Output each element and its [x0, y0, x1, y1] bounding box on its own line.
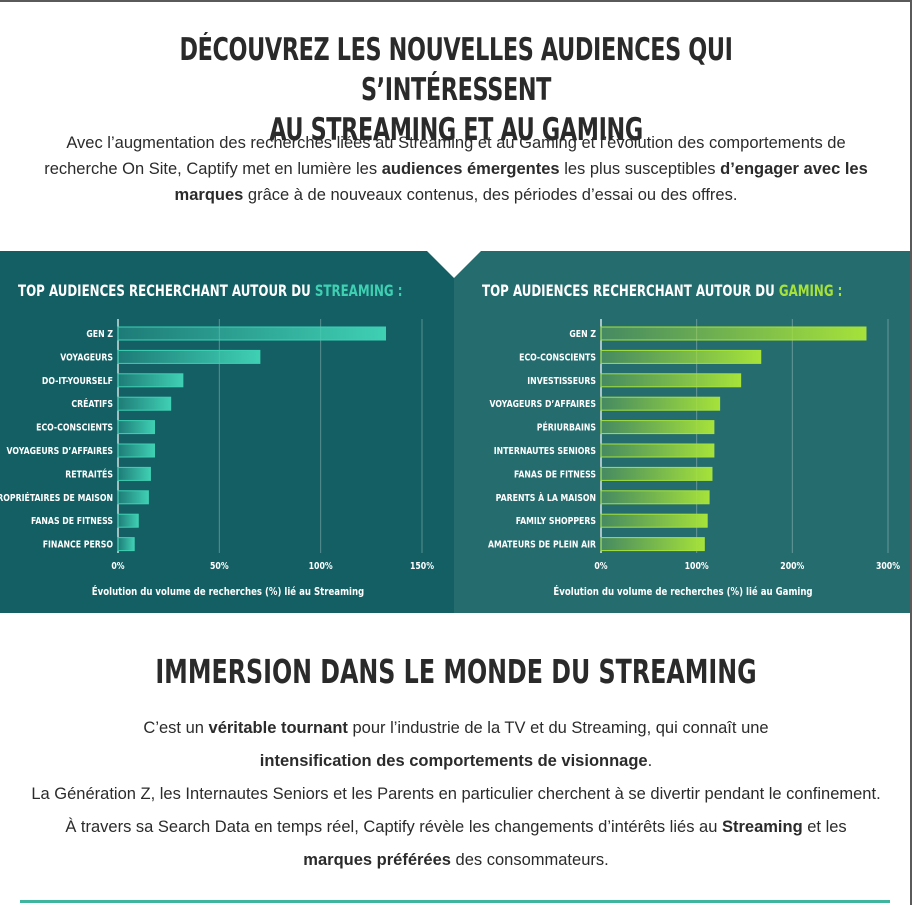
gaming-category-label: PÉRIURBAINS: [537, 421, 596, 434]
gaming-bar: [600, 349, 762, 364]
section2-bold-1: véritable tournant: [208, 719, 348, 737]
streaming-bar: [117, 326, 387, 341]
streaming-bar: [117, 373, 184, 388]
section2-line-3: La Génération Z, les Internautes Seniors…: [30, 778, 882, 877]
gaming-x-axis-label: Évolution du volume de recherches (%) li…: [553, 584, 812, 598]
page-headline: DÉCOUVREZ LES NOUVELLES AUDIENCES QUI S’…: [128, 30, 785, 150]
streaming-category-label: VOYAGEURS: [60, 353, 113, 364]
gaming-bar: [600, 466, 713, 481]
gaming-category-label: AMATEURS DE PLEIN AIR: [488, 540, 596, 551]
intro-paragraph: Avec l’augmentation des recherches liées…: [40, 130, 872, 208]
streaming-category-label: RETRAITÉS: [65, 467, 113, 480]
streaming-tick-label: 0%: [111, 561, 124, 572]
section2-bold-4: marques préférées: [303, 851, 451, 869]
streaming-bar: [117, 420, 155, 435]
streaming-chart-title: TOP AUDIENCES RECHERCHANT AUTOUR DU STRE…: [18, 281, 403, 300]
streaming-category-label: CRÉATIFS: [71, 397, 113, 410]
frame-right-border: [910, 0, 912, 905]
streaming-x-axis-label: Évolution du volume de recherches (%) li…: [92, 584, 364, 598]
frame-top-border: [0, 0, 912, 2]
gaming-category-label: INTERNAUTES SENIORS: [494, 446, 596, 457]
headline-line-2: AU STREAMING ET AU GAMING: [269, 112, 643, 148]
gaming-category-label: FAMILY SHOPPERS: [516, 516, 596, 527]
section2-text-1a: C’est un: [143, 719, 209, 737]
gaming-category-label: PARENTS À LA MAISON: [496, 491, 596, 504]
intro-text-2: les plus susceptibles: [559, 160, 721, 178]
section2-title: IMMERSION DANS LE MONDE DU STREAMING: [155, 652, 757, 691]
bottom-accent-line: [20, 900, 890, 903]
streaming-bar: [117, 443, 155, 458]
gaming-title-highlight: GAMING :: [778, 281, 843, 300]
section2-text-3: La Génération Z, les Internautes Seniors…: [31, 785, 881, 836]
gaming-bar: [600, 420, 715, 435]
gaming-bar: [600, 513, 708, 528]
gaming-bar: [600, 490, 710, 505]
intro-text-3: grâce à de nouveaux contenus, des périod…: [243, 186, 738, 204]
section2-bold-3: Streaming: [721, 818, 803, 836]
gaming-tick-label: 0%: [594, 561, 607, 572]
section2-line-2: intensification des comportements de vis…: [30, 745, 882, 778]
gaming-tick-label: 200%: [780, 561, 804, 572]
gaming-category-label: GEN Z: [569, 329, 596, 340]
section2-body: C’est un véritable tournant pour l’indus…: [30, 712, 882, 877]
streaming-title-prefix: TOP AUDIENCES RECHERCHANT AUTOUR DU: [18, 281, 315, 300]
headline-line-1: DÉCOUVREZ LES NOUVELLES AUDIENCES QUI S’…: [179, 32, 733, 108]
gaming-bar: [600, 373, 742, 388]
streaming-category-label: FANAS DE FITNESS: [31, 516, 113, 527]
streaming-title-highlight: STREAMING :: [314, 281, 403, 300]
gaming-panel: TOP AUDIENCES RECHERCHANT AUTOUR DU GAMI…: [454, 251, 910, 613]
streaming-bar: [117, 396, 172, 411]
gaming-title-prefix: TOP AUDIENCES RECHERCHANT AUTOUR DU: [482, 281, 779, 300]
streaming-panel: TOP AUDIENCES RECHERCHANT AUTOUR DU STRE…: [0, 251, 454, 613]
section2-line-1: C’est un véritable tournant pour l’indus…: [30, 712, 882, 745]
streaming-bar: [117, 466, 151, 481]
streaming-bar-chart: GEN Z VOYAGEURS DO-IT-YOURSELF CRÉATIFS ECO-…: [0, 319, 434, 598]
section2-text-3e: des consommateurs.: [450, 851, 609, 869]
section2-text-1c: pour l’industrie de la TV et du Streamin…: [347, 719, 769, 737]
section2-text-3c: et les: [802, 818, 847, 836]
charts-section: TOP AUDIENCES RECHERCHANT AUTOUR DU STRE…: [0, 251, 912, 613]
gaming-bar: [600, 396, 721, 411]
intro-bold-2: d’engager avec les marques: [174, 160, 868, 204]
gaming-chart-title: TOP AUDIENCES RECHERCHANT AUTOUR DU GAMI…: [482, 281, 842, 300]
gaming-bar: [600, 326, 867, 341]
intro-bold-1: audiences émergentes: [381, 160, 560, 178]
streaming-bar: [117, 537, 135, 552]
gaming-bar: [600, 443, 715, 458]
section2-text-2c: .: [647, 752, 653, 770]
gaming-category-label: FANAS DE FITNESS: [514, 470, 596, 481]
streaming-category-label: PROPRIÉTAIRES DE MAISON: [0, 491, 113, 504]
streaming-category-label: FINANCE PERSO: [43, 540, 114, 551]
streaming-tick-label: 100%: [309, 561, 333, 572]
streaming-category-label: VOYAGEURS D’AFFAIRES: [6, 446, 113, 457]
gaming-bar: [600, 537, 705, 552]
streaming-bar: [117, 513, 139, 528]
streaming-category-label: GEN Z: [86, 329, 113, 340]
section2-bold-2: intensification des comportements de vis…: [259, 752, 648, 770]
gaming-category-label: INVESTISSEURS: [527, 376, 596, 387]
streaming-bar: [117, 349, 261, 364]
streaming-bar: [117, 490, 149, 505]
gaming-tick-label: 300%: [876, 561, 900, 572]
streaming-category-label: DO-IT-YOURSELF: [42, 376, 113, 387]
gaming-category-label: ECO-CONSCIENTS: [519, 353, 596, 364]
intro-text-1: Avec l’augmentation des recherches liées…: [44, 134, 846, 178]
streaming-tick-label: 50%: [210, 561, 229, 572]
gaming-category-label: VOYAGEURS D’AFFAIRES: [489, 399, 596, 410]
streaming-tick-label: 150%: [410, 561, 434, 572]
streaming-category-label: ECO-CONSCIENTS: [36, 423, 113, 434]
panel-notch: [427, 251, 481, 278]
gaming-bar-chart: GEN Z ECO-CONSCIENTS INVESTISSEURS VOYAGEUR…: [488, 319, 900, 598]
gaming-tick-label: 100%: [685, 561, 709, 572]
